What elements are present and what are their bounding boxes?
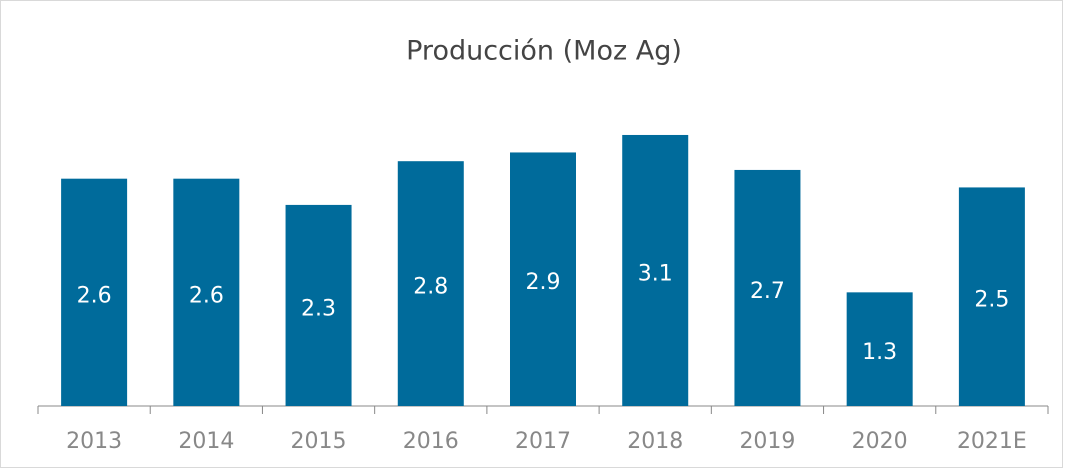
x-tick-label: 2015 [291, 429, 347, 454]
bar [734, 169, 801, 406]
value-label: 2.6 [189, 283, 224, 308]
value-label: 3.1 [638, 261, 673, 286]
x-tick-label: 2021E [957, 429, 1027, 454]
x-tick-label: 2020 [852, 429, 908, 454]
x-tick-label: 2014 [178, 429, 234, 454]
x-tick-label: 2017 [515, 429, 571, 454]
bar [61, 178, 128, 406]
value-label: 2.8 [413, 275, 448, 300]
bar [285, 204, 352, 406]
x-tick-label: 2013 [66, 429, 122, 454]
x-tick-label: 2019 [739, 429, 795, 454]
value-label: 2.7 [750, 279, 785, 304]
bar [173, 178, 240, 406]
value-label: 2.5 [974, 288, 1009, 313]
bar [958, 187, 1025, 406]
x-tick-label: 2018 [627, 429, 683, 454]
value-label: 2.9 [526, 270, 561, 295]
value-label: 2.6 [77, 283, 112, 308]
chart-title: Producción (Moz Ag) [406, 36, 682, 67]
value-label: 1.3 [862, 340, 897, 365]
bar [510, 152, 576, 406]
bar [846, 292, 913, 406]
value-label: 2.3 [301, 296, 336, 321]
bar [622, 134, 689, 406]
bar [397, 161, 464, 406]
x-tick-label: 2016 [403, 429, 459, 454]
